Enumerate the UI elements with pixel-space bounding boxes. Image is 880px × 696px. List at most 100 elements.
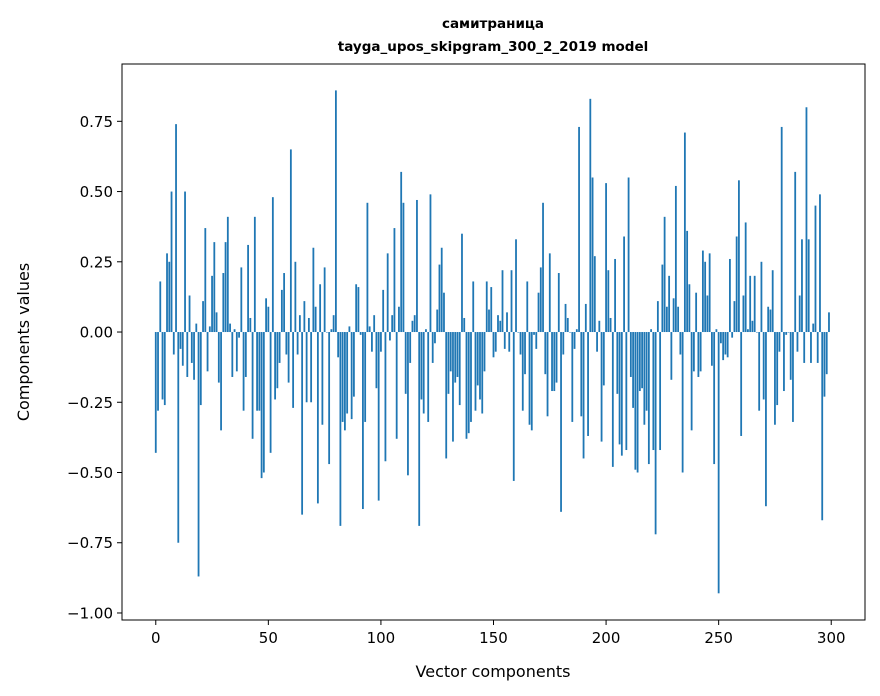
bar (557, 273, 560, 333)
bar (706, 295, 709, 333)
bar (607, 270, 610, 333)
bar (244, 332, 247, 377)
bar (533, 332, 535, 335)
bar (785, 332, 788, 335)
bar (337, 332, 340, 358)
bar (296, 332, 299, 355)
bar (798, 295, 801, 333)
bar (650, 329, 653, 333)
bar (341, 332, 344, 422)
bar (389, 332, 391, 341)
bar (548, 253, 551, 333)
bar (404, 332, 407, 394)
bar (247, 244, 249, 333)
bar (501, 270, 504, 333)
bar (632, 332, 634, 408)
bar (265, 298, 267, 333)
bar (353, 332, 355, 397)
bar (769, 309, 772, 333)
bar (416, 199, 418, 333)
bar (605, 183, 607, 333)
bar (774, 332, 776, 425)
x-tick-label: 250 (704, 629, 733, 647)
bar (154, 332, 157, 453)
bar (425, 329, 427, 333)
bar (427, 332, 430, 422)
bar (355, 284, 358, 333)
bar (177, 332, 180, 543)
bar (686, 230, 689, 333)
bar (224, 242, 227, 333)
bar (222, 273, 225, 333)
bar (692, 332, 695, 372)
bar (231, 332, 234, 377)
bar (528, 332, 531, 425)
bar (715, 329, 718, 333)
bar (744, 222, 747, 333)
bar (733, 301, 736, 333)
bar (249, 317, 252, 333)
bar (780, 126, 783, 333)
bar (434, 332, 436, 344)
bar (819, 194, 821, 333)
bar (647, 332, 650, 465)
bar (629, 332, 632, 377)
bar (339, 332, 342, 526)
bar (217, 332, 220, 383)
bar (161, 332, 164, 400)
bar (508, 332, 511, 352)
bar (445, 332, 448, 459)
bar (553, 332, 556, 392)
bar (760, 261, 763, 333)
bar (449, 332, 452, 372)
bar (350, 332, 353, 420)
bar (681, 332, 684, 473)
bar (578, 126, 580, 333)
bar (256, 332, 258, 411)
bar (787, 332, 790, 333)
bar (233, 329, 236, 333)
chart-title: самитраница (442, 16, 544, 32)
bar (443, 292, 445, 333)
bar (181, 332, 184, 366)
bar (418, 332, 421, 526)
bar (659, 332, 662, 451)
bar (562, 332, 565, 355)
bar (821, 332, 824, 521)
bar (580, 332, 583, 417)
bar (778, 332, 781, 352)
bar (584, 303, 587, 333)
bar (717, 332, 720, 594)
bar (494, 332, 497, 352)
bar (312, 247, 315, 333)
bar (159, 281, 162, 333)
bar (499, 320, 502, 333)
bar (314, 306, 317, 333)
bar (220, 332, 222, 431)
bar (298, 315, 301, 333)
bar (796, 332, 799, 352)
bar (287, 332, 290, 383)
bar (170, 191, 173, 333)
bar (289, 149, 292, 333)
bar (461, 233, 463, 333)
bar (740, 332, 743, 436)
bar (179, 332, 182, 349)
bar (560, 332, 562, 512)
bar (722, 332, 725, 361)
bar (600, 332, 603, 442)
bar (276, 332, 279, 389)
bar (458, 332, 461, 406)
bar (328, 332, 331, 465)
bar (454, 332, 457, 383)
y-axis-label: Components values (14, 263, 33, 421)
x-tick-label: 50 (259, 629, 278, 647)
bar (521, 332, 524, 411)
bar (742, 295, 745, 333)
bar (438, 264, 441, 333)
bar (618, 332, 621, 445)
bar (602, 332, 605, 386)
bar (758, 332, 761, 411)
bar (767, 306, 770, 333)
